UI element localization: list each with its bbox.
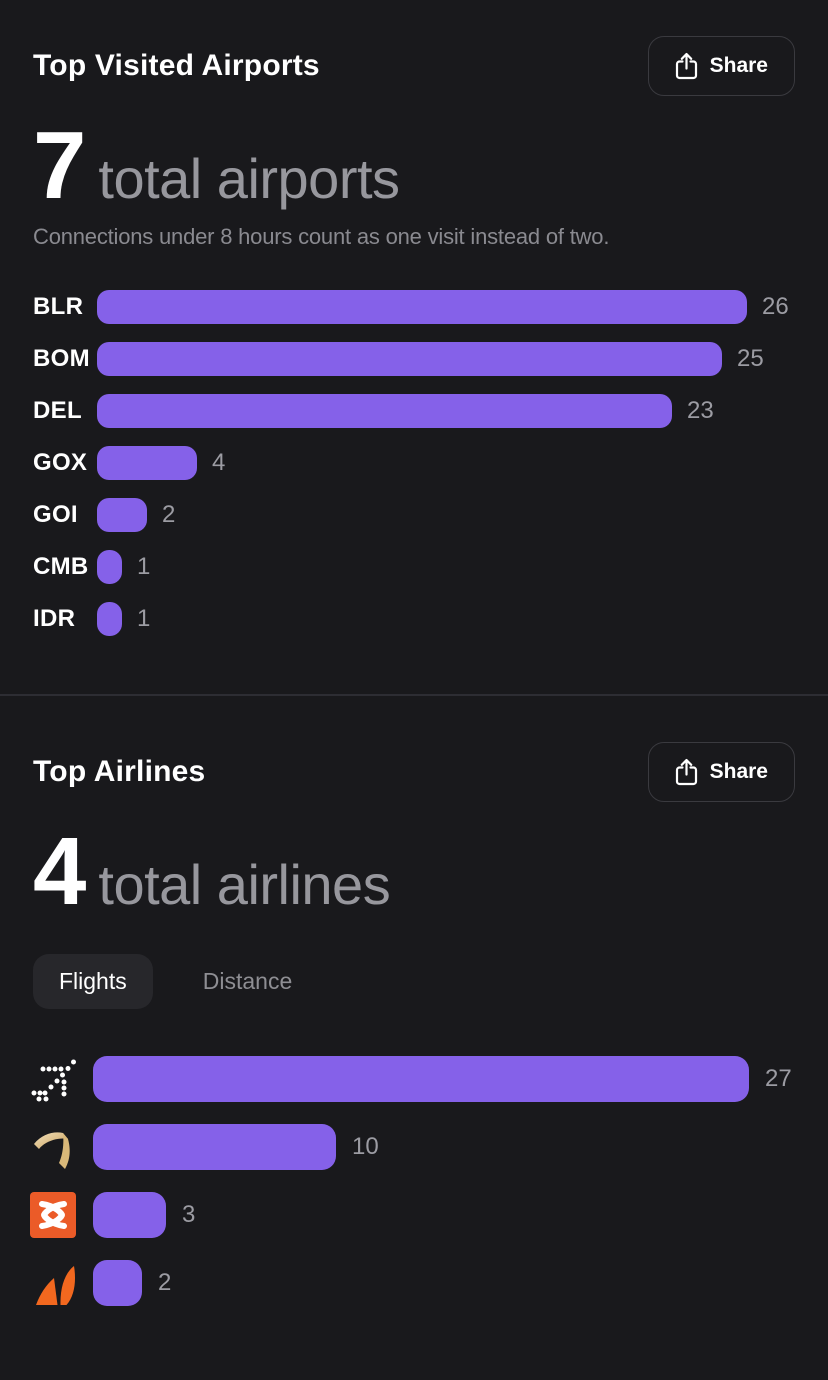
airports-share-label: Share [709, 54, 768, 77]
airlines-section-title: Top Airlines [33, 755, 206, 788]
airport-code-label: CMB [33, 553, 89, 580]
airport-bar-value: 2 [162, 501, 176, 528]
airport-code-label: GOI [33, 501, 78, 528]
airport-bar-value: 26 [762, 293, 789, 320]
share-icon [675, 52, 698, 80]
airport-bar [97, 342, 722, 376]
airport-code-label: IDR [33, 605, 76, 632]
airlines-metric-tabs: Flights Distance [33, 954, 795, 1009]
airport-bar-row: GOX 4 [33, 446, 795, 480]
airports-total-stat: 7 total airports [33, 118, 795, 214]
tab-distance[interactable]: Distance [177, 954, 318, 1009]
airline-bar [93, 1124, 336, 1170]
airports-share-button[interactable]: Share [647, 36, 795, 96]
airline-bar [93, 1260, 142, 1306]
airlines-header: Top Airlines Share [33, 742, 795, 802]
airport-bar-value: 23 [687, 397, 714, 424]
airport-bar [97, 394, 672, 428]
top-airlines-section: Top Airlines Share 4 total airlines Flig… [0, 742, 828, 1307]
airport-code-label: DEL [33, 397, 82, 424]
airport-bar-value: 1 [137, 605, 151, 632]
top-visited-airports-section: Top Visited Airports Share 7 total airpo… [0, 36, 828, 636]
airport-bar [97, 550, 122, 584]
airport-bar [97, 498, 147, 532]
airports-header: Top Visited Airports Share [33, 36, 795, 96]
airline-bar-row: 3 [29, 1191, 795, 1239]
airlines-total-number: 4 [33, 818, 86, 925]
airline-bar-row: 10 [29, 1123, 795, 1171]
airline-bar [93, 1056, 749, 1102]
akasa-air-logo-icon [29, 1259, 77, 1307]
airport-bar [97, 602, 122, 636]
airport-bar-row: BOM 25 [33, 342, 795, 376]
airport-code-label: GOX [33, 449, 88, 476]
airline-bar-value: 10 [352, 1133, 379, 1160]
airport-bar-value: 4 [212, 449, 226, 476]
vistara-logo-icon [29, 1123, 77, 1171]
airline-bar-value: 27 [765, 1065, 792, 1092]
share-icon [675, 758, 698, 786]
airports-bar-chart: BLR 26 BOM 25 DEL 23 GOX 4 GOI [33, 290, 795, 636]
section-divider [0, 694, 828, 696]
indigo-logo-icon [29, 1055, 77, 1103]
airport-bar-row: BLR 26 [33, 290, 795, 324]
airline-bar-row: 27 [29, 1055, 795, 1103]
airport-bar-row: DEL 23 [33, 394, 795, 428]
airport-bar-row: IDR 1 [33, 602, 795, 636]
airline-bar [93, 1192, 166, 1238]
airports-section-title: Top Visited Airports [33, 49, 320, 82]
airlines-total-stat: 4 total airlines [33, 824, 795, 920]
airports-subtitle: Connections under 8 hours count as one v… [33, 224, 610, 249]
airports-total-number: 7 [33, 112, 86, 219]
airport-code-label: BLR [33, 293, 84, 320]
airport-bar-value: 25 [737, 345, 764, 372]
airline-bar-value: 2 [158, 1269, 172, 1296]
airport-bar-value: 1 [137, 553, 151, 580]
airlines-share-button[interactable]: Share [647, 742, 795, 802]
tab-flights[interactable]: Flights [33, 954, 153, 1009]
airports-total-label: total airports [98, 147, 400, 210]
air-india-express-logo-icon [29, 1191, 77, 1239]
airport-bar-row: GOI 2 [33, 498, 795, 532]
stats-page: Top Visited Airports Share 7 total airpo… [0, 36, 828, 1380]
airport-bar-row: CMB 1 [33, 550, 795, 584]
airport-code-label: BOM [33, 345, 90, 372]
airline-bar-row: 2 [29, 1259, 795, 1307]
airlines-total-label: total airlines [98, 853, 391, 916]
airport-bar [97, 446, 197, 480]
airline-bar-value: 3 [182, 1201, 196, 1228]
airlines-share-label: Share [709, 760, 768, 783]
airport-bar [97, 290, 747, 324]
airlines-bar-chart: 27 10 [29, 1055, 795, 1307]
